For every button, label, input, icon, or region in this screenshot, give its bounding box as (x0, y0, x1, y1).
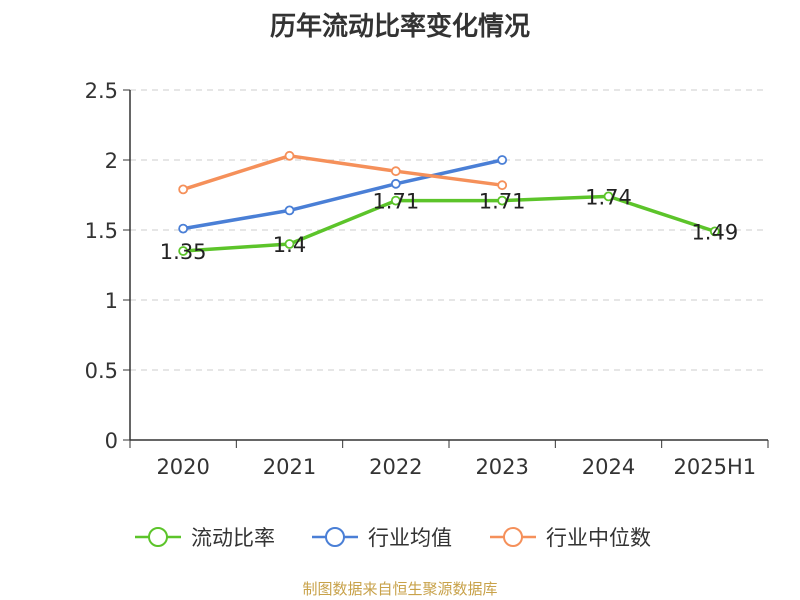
legend-marker-industry_avg (325, 527, 345, 547)
y-tick-label: 2 (105, 149, 118, 173)
legend-label: 行业中位数 (546, 526, 651, 550)
series-line-industry_median (182, 154, 503, 192)
data-label: 1.49 (691, 220, 738, 244)
series-line-industry_avg (182, 158, 503, 231)
data-label: 1.4 (273, 233, 306, 257)
y-tick-label: 2.5 (85, 79, 118, 103)
data-label: 1.71 (479, 190, 526, 214)
data-point-current_ratio (284, 239, 295, 249)
y-tick-label: 1.5 (85, 219, 118, 243)
y-tick-label: 1 (105, 289, 118, 313)
x-tick-label: 2023 (475, 455, 528, 479)
legend-marker-industry_median (503, 527, 523, 547)
legend-marker-current_ratio (148, 527, 168, 547)
data-point-current_ratio (603, 191, 614, 202)
x-tick-label: 2020 (156, 455, 209, 479)
data-point-industry_median (497, 180, 508, 191)
data-point-industry_median (390, 166, 401, 177)
data-point-current_ratio (178, 246, 189, 256)
series-line-current_ratio (183, 194, 716, 253)
chart-title: 历年流动比率变化情况 (269, 12, 530, 42)
data-point-industry_avg (284, 205, 295, 216)
y-tick-label: 0.5 (85, 359, 118, 383)
y-tick-label: 0 (105, 429, 118, 453)
data-point-current_ratio (709, 226, 720, 237)
data-label: 1.71 (372, 190, 419, 214)
data-point-industry_median (284, 150, 295, 161)
x-tick-label: 2021 (263, 455, 316, 479)
data-point-industry_avg (497, 155, 508, 165)
data-label: 1.35 (160, 240, 207, 264)
source-note: 制图数据来自恒生聚源数据库 (302, 580, 498, 598)
data-point-current_ratio (497, 195, 508, 206)
x-tick-label: 2025H1 (674, 455, 757, 479)
data-label: 1.74 (585, 185, 632, 209)
data-point-industry_median (178, 184, 189, 195)
data-point-current_ratio (390, 195, 401, 206)
legend-label: 行业均值 (368, 526, 452, 550)
legend-label: 流动比率 (191, 526, 275, 550)
x-tick-label: 2024 (582, 455, 635, 479)
x-tick-label: 2022 (369, 455, 422, 479)
data-point-industry_avg (178, 223, 189, 234)
data-point-industry_avg (390, 178, 401, 189)
